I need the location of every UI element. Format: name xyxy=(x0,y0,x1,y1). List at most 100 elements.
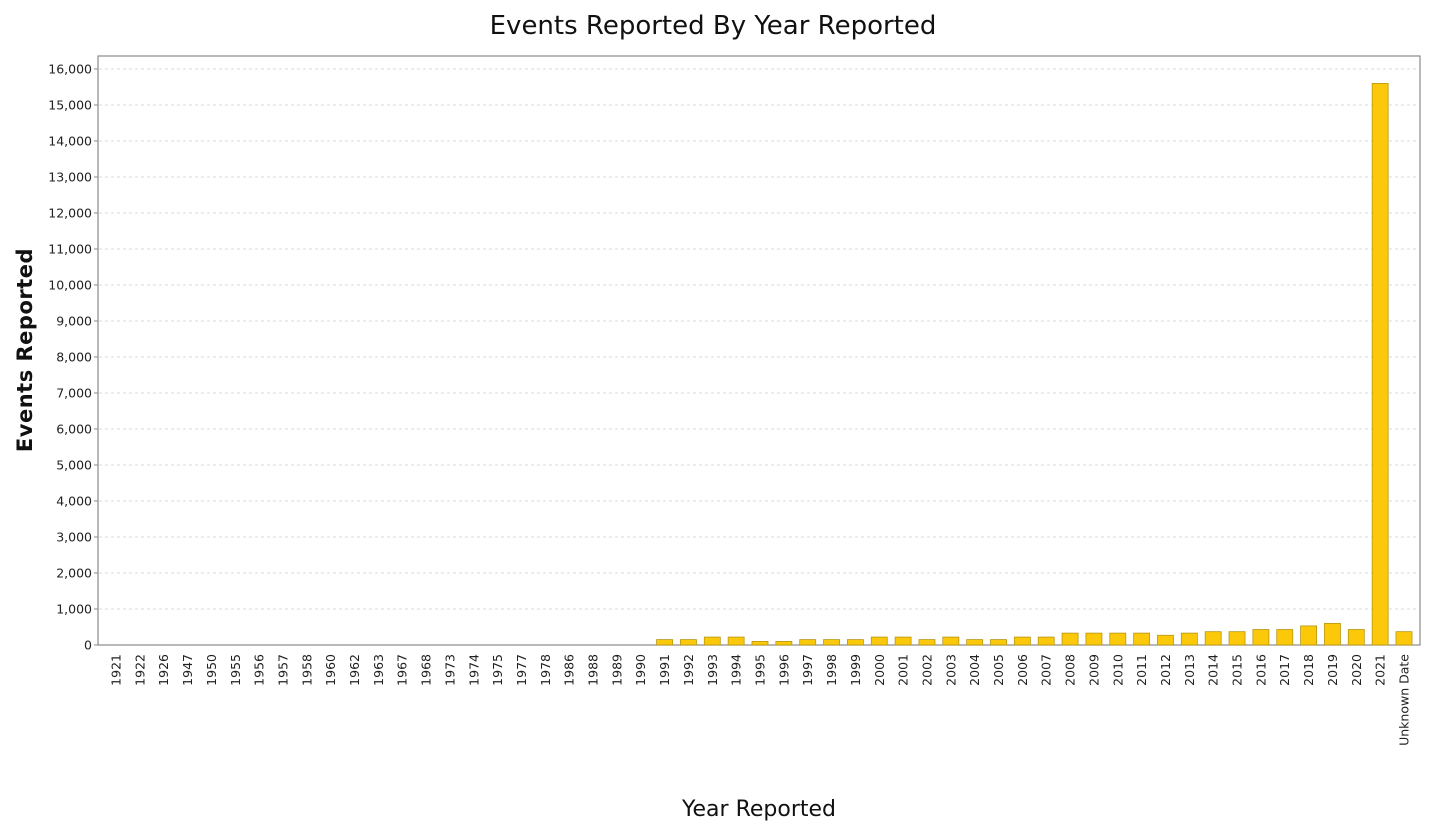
x-tick-label: 1993 xyxy=(705,654,720,686)
x-tick-label: 1995 xyxy=(753,654,768,686)
bar xyxy=(1157,634,1174,646)
bar xyxy=(1276,629,1294,646)
x-tick-label: 2021 xyxy=(1373,654,1388,686)
x-tick-label: 1921 xyxy=(109,654,124,686)
bar xyxy=(990,639,1007,646)
bar xyxy=(680,639,697,646)
bar xyxy=(1395,631,1413,646)
bar xyxy=(966,639,984,646)
y-tick-label: 2,000 xyxy=(56,566,92,581)
bar xyxy=(1347,629,1365,646)
x-tick-label: 1974 xyxy=(466,654,481,686)
y-tick-label: 6,000 xyxy=(56,422,92,437)
x-tick-label: 2006 xyxy=(1015,654,1030,686)
bar xyxy=(703,636,721,646)
x-tick-label: 2019 xyxy=(1325,654,1340,686)
x-tick-label: 1950 xyxy=(204,654,219,686)
y-tick-label: 5,000 xyxy=(56,458,92,473)
x-tick-label: 1956 xyxy=(252,654,267,686)
x-tick-label: Unknown Date xyxy=(1397,654,1412,746)
x-tick-label: 2010 xyxy=(1110,654,1125,686)
y-axis-ticks: 0 1,000 2,000 3,000 4,000 5,000 6,000 7,000 8,00… xyxy=(48,62,98,653)
y-axis-title: Events Reported xyxy=(13,248,37,452)
x-tick-label: 1922 xyxy=(132,654,147,686)
bar xyxy=(918,639,936,646)
x-tick-label: 2012 xyxy=(1158,654,1173,686)
bar xyxy=(1109,632,1127,646)
bar xyxy=(1180,632,1198,646)
x-tick-label: 1963 xyxy=(371,654,386,686)
x-tick-label: 1926 xyxy=(156,654,171,686)
x-tick-label: 1991 xyxy=(657,654,672,686)
chart-title: Events Reported By Year Reported xyxy=(490,11,937,41)
x-tick-label: 1973 xyxy=(442,654,457,686)
y-tick-label: 16,000 xyxy=(48,62,92,77)
bar xyxy=(1061,632,1079,646)
x-tick-label: 1958 xyxy=(299,654,314,686)
x-tick-label: 1990 xyxy=(633,654,648,686)
y-tick-label: 3,000 xyxy=(56,530,92,545)
x-tick-label: 2008 xyxy=(1063,654,1078,686)
bar xyxy=(870,636,888,646)
x-tick-label: 1978 xyxy=(538,654,553,686)
y-tick-label: 1,000 xyxy=(56,602,92,617)
y-tick-label: 12,000 xyxy=(48,206,92,221)
x-tick-label: 1988 xyxy=(586,654,601,686)
x-tick-label: 2014 xyxy=(1206,654,1221,686)
bar xyxy=(847,639,864,646)
plot-area xyxy=(97,55,1421,646)
x-tick-label: 2004 xyxy=(967,654,982,686)
bar xyxy=(751,641,769,646)
x-tick-label: 1968 xyxy=(419,654,434,686)
x-tick-label: 1975 xyxy=(490,654,505,686)
x-tick-label: 2015 xyxy=(1230,654,1245,686)
x-tick-label: 1957 xyxy=(275,654,290,686)
bar xyxy=(894,636,912,646)
bar xyxy=(1252,629,1270,646)
bar xyxy=(1133,632,1151,646)
x-tick-label: 1999 xyxy=(848,654,863,686)
x-tick-label: 2011 xyxy=(1134,654,1149,686)
bar xyxy=(727,636,745,646)
y-tick-label: 0 xyxy=(84,638,92,653)
x-tick-label: 1947 xyxy=(180,654,195,686)
x-tick-label: 1986 xyxy=(562,654,577,686)
y-tick-label: 7,000 xyxy=(56,386,92,401)
bar xyxy=(942,636,960,646)
bar xyxy=(1013,636,1031,646)
x-tick-label: 1960 xyxy=(323,654,338,686)
x-tick-label: 1997 xyxy=(800,654,815,686)
bar xyxy=(1204,631,1222,646)
bar xyxy=(799,639,817,646)
x-tick-label: 2009 xyxy=(1086,654,1101,686)
x-tick-label: 2018 xyxy=(1301,654,1316,686)
x-tick-label: 1994 xyxy=(729,654,744,686)
x-tick-label: 1955 xyxy=(228,654,243,686)
bar xyxy=(1300,625,1317,646)
bar xyxy=(1371,83,1389,646)
x-tick-label: 2020 xyxy=(1349,654,1364,686)
gridlines xyxy=(99,68,1419,610)
x-tick-label: 2000 xyxy=(872,654,887,686)
x-tick-label: 1992 xyxy=(681,654,696,686)
y-tick-label: 15,000 xyxy=(48,98,92,113)
x-tick-label: 1998 xyxy=(824,654,839,686)
x-axis-title: Year Reported xyxy=(681,797,836,822)
x-tick-label: 2017 xyxy=(1277,654,1292,686)
x-axis-ticks: 1921 1922 1926 1947 1950 1955 1956 1957 1958 1960… xyxy=(109,654,1412,746)
y-tick-label: 8,000 xyxy=(56,350,92,365)
x-tick-label: 1977 xyxy=(514,654,529,686)
bar xyxy=(1085,632,1103,646)
y-tick-label: 4,000 xyxy=(56,494,92,509)
x-tick-label: 2001 xyxy=(896,654,911,686)
bar xyxy=(656,639,673,646)
x-tick-label: 2002 xyxy=(919,654,934,686)
bar xyxy=(1037,636,1055,646)
y-tick-label: 10,000 xyxy=(48,278,92,293)
y-tick-label: 9,000 xyxy=(56,314,92,329)
x-tick-label: 2016 xyxy=(1253,654,1268,686)
x-tick-label: 1962 xyxy=(347,654,362,686)
x-tick-label: 1996 xyxy=(776,654,791,686)
x-tick-label: 1989 xyxy=(609,654,624,686)
